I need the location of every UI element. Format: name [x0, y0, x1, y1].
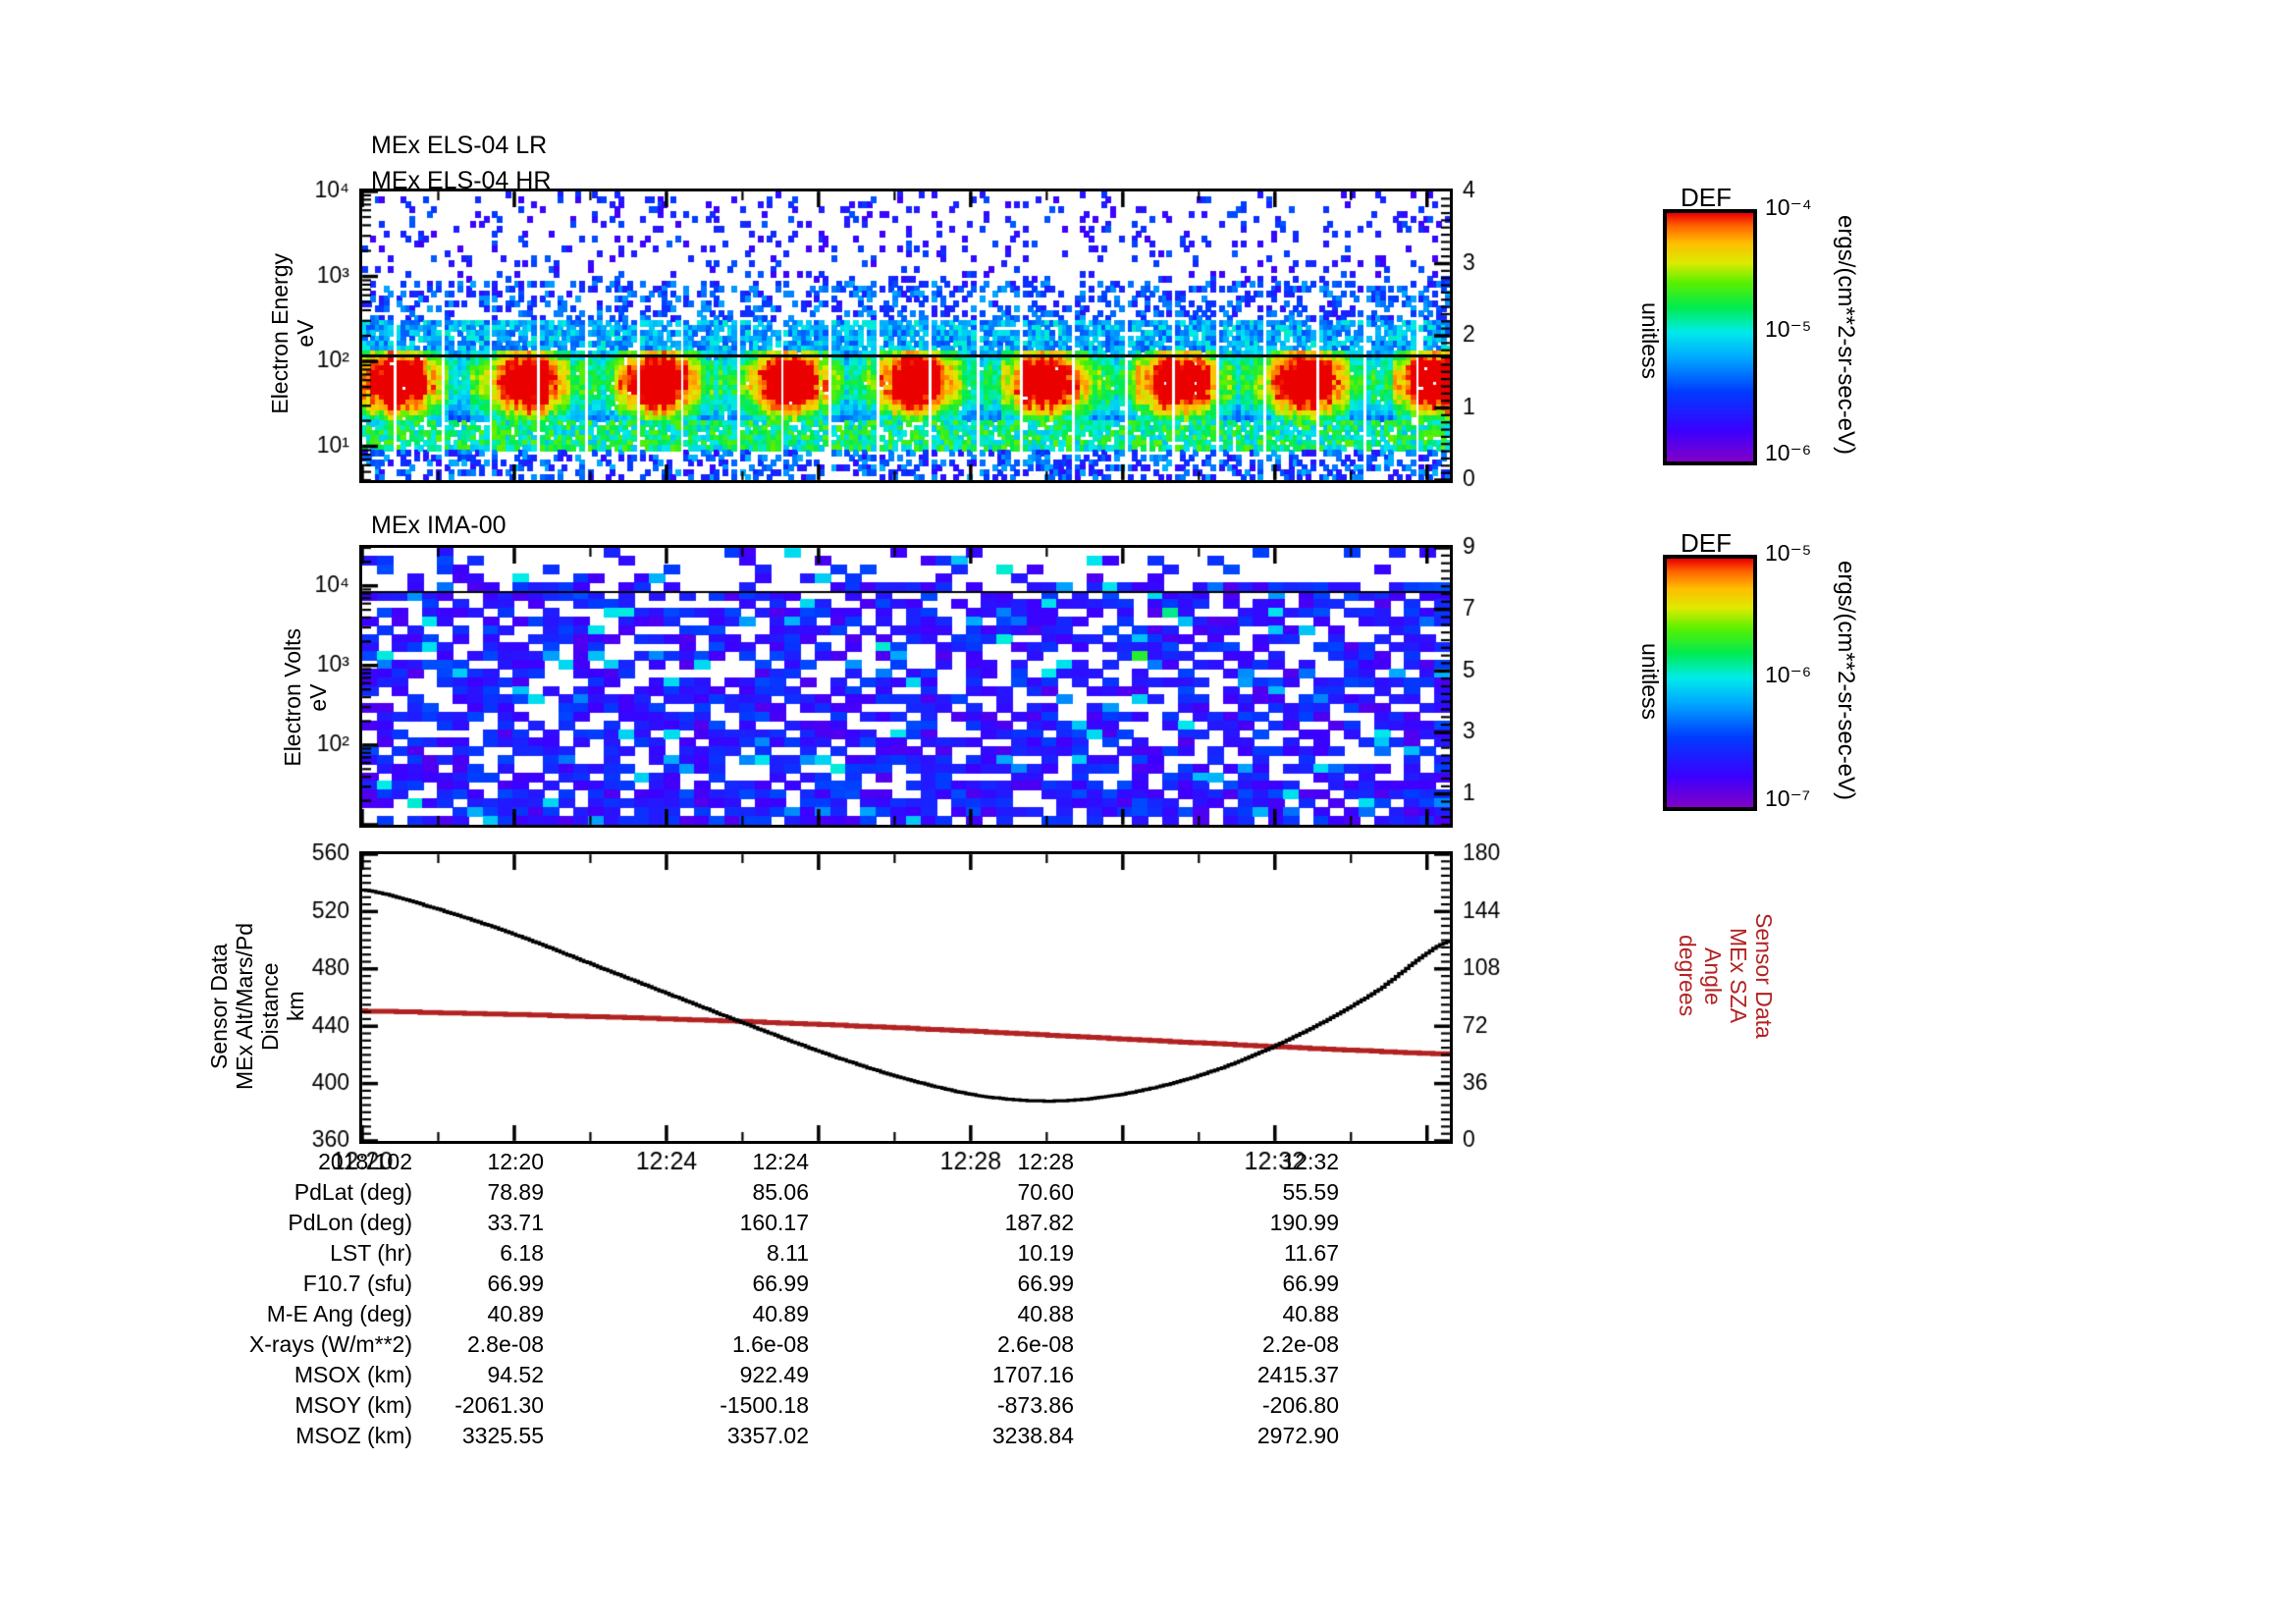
table-cell: 2.6e-08 — [996, 1331, 1074, 1357]
table-cell: 55.59 — [1282, 1179, 1339, 1205]
table-cell: 12:20 — [487, 1149, 544, 1174]
table-cell: 187.82 — [1004, 1210, 1074, 1235]
table-cell: 8.11 — [766, 1240, 809, 1266]
table-cell: 3325.55 — [461, 1423, 544, 1448]
panel-els-title-lr: MEx ELS-04 LR — [371, 132, 548, 159]
table-cell: 78.89 — [487, 1179, 544, 1205]
table-row-label: MSOZ (km) — [295, 1423, 412, 1448]
els-spectrogram-canvas — [362, 191, 1450, 480]
table-cell: 40.88 — [1282, 1301, 1339, 1326]
table-row: MSOX (km) 94.52 922.49 1707.16 2415.37 — [187, 1360, 1339, 1390]
table-row: 2018/102 12:20 12:24 12:28 12:32 — [187, 1147, 1339, 1177]
colorbar-2-units: ergs/(cm**2-sr-sec-eV) — [1833, 561, 1859, 801]
colorbar-2-title: DEF — [1681, 528, 1732, 558]
table-cell: 33.71 — [487, 1210, 544, 1235]
ima-spectrogram-canvas — [362, 548, 1450, 825]
table-cell: 40.88 — [1017, 1301, 1074, 1326]
table-cell: 94.52 — [487, 1362, 544, 1387]
table-row-label: MSOY (km) — [294, 1392, 412, 1418]
table-cell: 2.2e-08 — [1261, 1331, 1339, 1357]
altitude-sza-canvas — [362, 854, 1450, 1141]
table-cell: 66.99 — [752, 1271, 809, 1296]
table-row-label: 2018/102 — [318, 1149, 412, 1174]
table-cell: -2061.30 — [454, 1392, 544, 1418]
table-cell: 12:24 — [752, 1149, 809, 1174]
table-cell: 66.99 — [1017, 1271, 1074, 1296]
table-cell: 66.99 — [1282, 1271, 1339, 1296]
table-row-label: F10.7 (sfu) — [302, 1271, 412, 1296]
table-row-label: X-rays (W/m**2) — [248, 1331, 412, 1357]
table-cell: 6.18 — [500, 1240, 544, 1266]
colorbar-1-units: ergs/(cm**2-sr-sec-eV) — [1833, 215, 1859, 456]
table-row-label: PdLon (deg) — [288, 1210, 412, 1235]
colorbar-1-title: DEF — [1681, 183, 1732, 212]
table-row-label: MSOX (km) — [294, 1362, 412, 1387]
table-cell: 85.06 — [752, 1179, 809, 1205]
table-cell: 3357.02 — [726, 1423, 809, 1448]
table-cell: 40.89 — [487, 1301, 544, 1326]
colorbar-1-mid-label: 10⁻⁵ — [1765, 316, 1812, 342]
table-cell: -206.80 — [1261, 1392, 1339, 1418]
table-cell: 1.6e-08 — [731, 1331, 809, 1357]
table-cell: 3238.84 — [991, 1423, 1074, 1448]
table-row-label: M-E Ang (deg) — [266, 1301, 412, 1326]
colorbar-2-top-label: 10⁻⁵ — [1765, 540, 1812, 566]
table-cell: 40.89 — [752, 1301, 809, 1326]
table-cell: 70.60 — [1017, 1179, 1074, 1205]
colorbar-2-mid-label: 10⁻⁶ — [1765, 662, 1812, 687]
colorbar-2 — [1663, 555, 1757, 811]
table-row-label: LST (hr) — [330, 1240, 412, 1266]
table-row: MSOZ (km) 3325.55 3357.02 3238.84 2972.90 — [187, 1421, 1339, 1451]
table-cell: 160.17 — [739, 1210, 809, 1235]
colorbar-1 — [1663, 209, 1757, 465]
panel-ima-plot — [359, 545, 1453, 828]
table-row: M-E Ang (deg) 40.89 40.89 40.88 40.88 — [187, 1299, 1339, 1329]
table-row: PdLon (deg) 33.71 160.17 187.82 190.99 — [187, 1208, 1339, 1238]
table-row: LST (hr) 6.18 8.11 10.19 11.67 — [187, 1238, 1339, 1269]
table-cell: 10.19 — [1017, 1240, 1074, 1266]
table-cell: 11.67 — [1284, 1240, 1339, 1266]
table-cell: 66.99 — [487, 1271, 544, 1296]
table-cell: 190.99 — [1269, 1210, 1339, 1235]
table-cell: 2415.37 — [1256, 1362, 1339, 1387]
colorbar-1-bottom-label: 10⁻⁶ — [1765, 440, 1812, 465]
colorbar-1-top-label: 10⁻⁴ — [1765, 194, 1812, 220]
table-cell: -873.86 — [996, 1392, 1074, 1418]
panel-els-plot — [359, 189, 1453, 483]
ephemeris-table: 2018/102 12:20 12:24 12:28 12:32 PdLat (deg) 7… — [187, 1147, 1339, 1451]
panel-alt-plot — [359, 851, 1453, 1144]
table-row-label: PdLat (deg) — [294, 1179, 412, 1205]
table-row: MSOY (km) -2061.30 -1500.18 -873.86 -206.80 — [187, 1390, 1339, 1421]
table-cell: 2972.90 — [1256, 1423, 1339, 1448]
table-cell: -1500.18 — [720, 1392, 809, 1418]
colorbar-1-gradient — [1667, 213, 1753, 461]
table-cell: 922.49 — [739, 1362, 809, 1387]
panel-ima-title: MEx IMA-00 — [371, 512, 507, 539]
table-cell: 12:32 — [1282, 1149, 1339, 1174]
table-row: F10.7 (sfu) 66.99 66.99 66.99 66.99 — [187, 1269, 1339, 1299]
table-cell: 1707.16 — [991, 1362, 1074, 1387]
panel-alt-right-axis-title: Sensor Data MEx SZA Angle degrees — [1675, 913, 1777, 1039]
table-cell: 12:28 — [1017, 1149, 1074, 1174]
table-cell: 2.8e-08 — [466, 1331, 544, 1357]
colorbar-2-bottom-label: 10⁻⁷ — [1765, 785, 1811, 811]
colorbar-2-gradient — [1667, 559, 1753, 807]
table-row: PdLat (deg) 78.89 85.06 70.60 55.59 — [187, 1177, 1339, 1208]
table-row: X-rays (W/m**2) 2.8e-08 1.6e-08 2.6e-08 2.2e… — [187, 1329, 1339, 1360]
